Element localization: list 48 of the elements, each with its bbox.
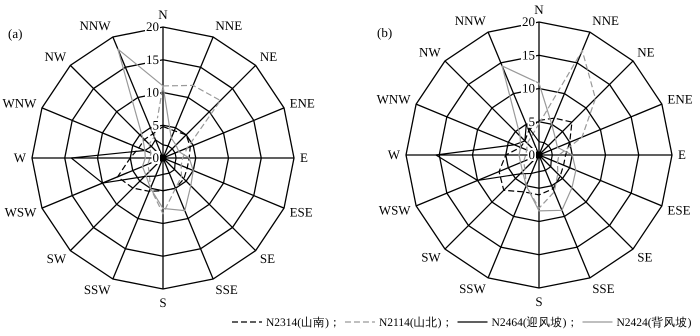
- spoke-label: W: [388, 147, 401, 162]
- legend-label: N2114(山北)；: [378, 316, 454, 329]
- spoke-label: SW: [46, 251, 67, 266]
- spoke-label: SE: [637, 250, 653, 265]
- text: (a): [8, 26, 22, 41]
- y-tick-label: 0: [152, 150, 159, 165]
- spoke-label: E: [678, 147, 686, 162]
- spoke-label: N: [158, 7, 168, 22]
- legend-label: N2314(山南)；: [266, 316, 341, 329]
- spoke-label: WNW: [2, 95, 38, 110]
- spoke-label: SW: [421, 250, 442, 265]
- spoke-label: NW: [44, 48, 67, 64]
- y-tick-label: 20: [522, 14, 535, 29]
- spoke-label: NNW: [454, 13, 487, 28]
- y-tick-label: 5: [528, 114, 535, 129]
- spoke-label: NE: [637, 44, 655, 60]
- spoke-label: NNE: [592, 13, 619, 28]
- spoke-label: NNW: [80, 18, 112, 33]
- spoke-label: S: [535, 294, 543, 309]
- y-tick-label: 10: [146, 84, 159, 100]
- y-tick-label: 5: [152, 117, 159, 132]
- spoke-label: S: [159, 295, 167, 310]
- spoke-label: ENE: [290, 95, 315, 110]
- spoke-label: E: [300, 150, 308, 165]
- spoke-label: ESE: [667, 202, 691, 218]
- spoke-label: SSW: [459, 280, 487, 296]
- spoke-label: W: [14, 150, 27, 165]
- spoke-label: SE: [260, 251, 276, 266]
- legend-label: N2424(背风坡): [616, 316, 692, 329]
- spoke-label: SSE: [215, 282, 238, 298]
- spoke-label: WNW: [376, 92, 412, 107]
- y-tick-label: 10: [522, 80, 535, 96]
- spoke-label: ENE: [667, 92, 693, 107]
- spoke-label: N: [534, 2, 544, 17]
- spoke-label: WSW: [4, 204, 38, 220]
- legend-label: N2464(迎风坡)；: [492, 315, 578, 329]
- y-tick-label: 0: [528, 147, 535, 162]
- text: (b): [377, 25, 392, 40]
- spoke-label: NE: [260, 48, 278, 64]
- y-tick-label: 20: [146, 19, 159, 34]
- y-tick-label: 15: [146, 52, 159, 67]
- spoke-label: SSE: [592, 280, 615, 296]
- spoke-label: ESE: [290, 204, 313, 220]
- spoke-label: SSW: [84, 282, 112, 298]
- spoke-label: NNE: [215, 18, 242, 33]
- y-tick-label: 15: [522, 47, 535, 62]
- spoke-label: NW: [419, 44, 442, 60]
- spoke-label: WSW: [378, 202, 412, 218]
